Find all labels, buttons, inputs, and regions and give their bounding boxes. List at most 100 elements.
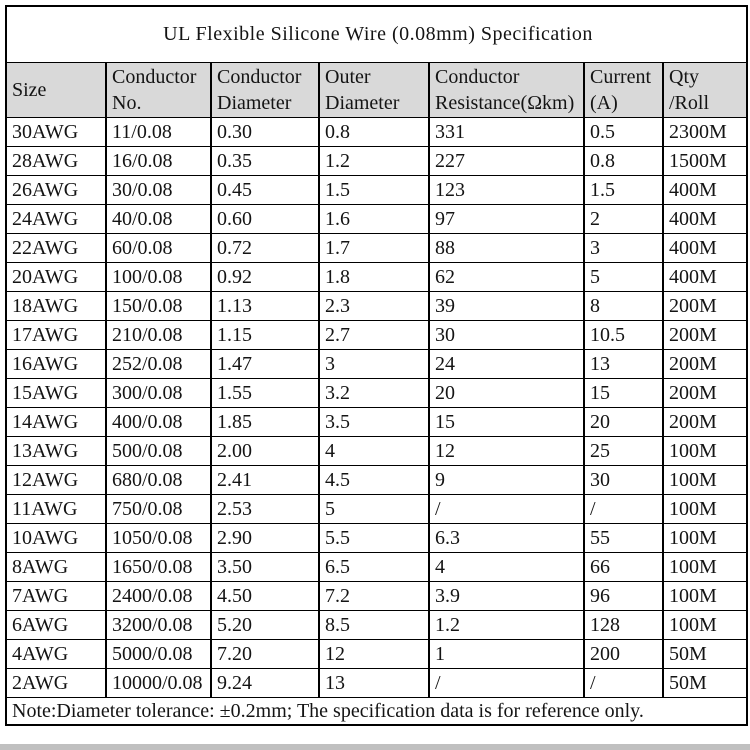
cell-qty-roll: 100M <box>661 523 749 553</box>
cell-outer-diameter: 8.5 <box>318 610 430 640</box>
cell-qty-roll: 100M <box>661 552 749 582</box>
cell-conductor-no: 252/0.08 <box>105 349 212 379</box>
cell-current: 25 <box>583 436 664 466</box>
cell-qty-roll: 1500M <box>661 146 749 176</box>
table-row: 10AWG 1050/0.08 2.90 5.5 6.3 55 100M <box>5 523 749 553</box>
cell-outer-diameter: 4.5 <box>318 465 430 495</box>
cell-outer-diameter: 2.7 <box>318 320 430 350</box>
cell-size: 13AWG <box>5 436 107 466</box>
cell-conductor-diameter: 2.00 <box>210 436 320 466</box>
cell-conductor-diameter: 1.47 <box>210 349 320 379</box>
cell-conductor-resistance: 6.3 <box>428 523 585 553</box>
cell-conductor-no: 680/0.08 <box>105 465 212 495</box>
cell-conductor-diameter: 2.90 <box>210 523 320 553</box>
cell-conductor-no: 11/0.08 <box>105 117 212 147</box>
cell-conductor-diameter: 1.55 <box>210 378 320 408</box>
cell-conductor-resistance: 20 <box>428 378 585 408</box>
cell-current: 10.5 <box>583 320 664 350</box>
table-row: 28AWG 16/0.08 0.35 1.2 227 0.8 1500M <box>5 146 749 176</box>
cell-current: 0.8 <box>583 146 664 176</box>
bottom-strip <box>0 744 750 750</box>
cell-qty-roll: 400M <box>661 233 749 263</box>
header-cell-qty-roll: Qty/Roll <box>661 62 749 118</box>
header-cell-current: Current (A) <box>583 62 664 118</box>
cell-qty-roll: 200M <box>661 407 749 437</box>
cell-conductor-diameter: 1.15 <box>210 320 320 350</box>
header-cell-conductor-no: Conductor No. <box>105 62 212 118</box>
cell-outer-diameter: 4 <box>318 436 430 466</box>
spec-table: UL Flexible Silicone Wire (0.08mm) Speci… <box>4 5 749 726</box>
cell-conductor-no: 500/0.08 <box>105 436 212 466</box>
cell-conductor-no: 3200/0.08 <box>105 610 212 640</box>
cell-conductor-resistance: 123 <box>428 175 585 205</box>
table-row: 16AWG 252/0.08 1.47 3 24 13 200M <box>5 349 749 379</box>
cell-qty-roll: 100M <box>661 465 749 495</box>
cell-size: 28AWG <box>5 146 107 176</box>
note-text: Note:Diameter tolerance: ±0.2mm; The spe… <box>4 697 749 726</box>
table-row: 12AWG 680/0.08 2.41 4.5 9 30 100M <box>5 465 749 495</box>
cell-current: 96 <box>583 581 664 611</box>
cell-current: / <box>583 494 664 524</box>
cell-conductor-no: 300/0.08 <box>105 378 212 408</box>
cell-size: 17AWG <box>5 320 107 350</box>
cell-conductor-resistance: 62 <box>428 262 585 292</box>
cell-conductor-diameter: 1.13 <box>210 291 320 321</box>
cell-outer-diameter: 13 <box>318 668 430 698</box>
cell-conductor-no: 16/0.08 <box>105 146 212 176</box>
cell-current: 8 <box>583 291 664 321</box>
cell-outer-diameter: 1.7 <box>318 233 430 263</box>
title-row: UL Flexible Silicone Wire (0.08mm) Speci… <box>4 5 749 63</box>
cell-outer-diameter: 1.5 <box>318 175 430 205</box>
cell-outer-diameter: 12 <box>318 639 430 669</box>
cell-conductor-resistance: 24 <box>428 349 585 379</box>
cell-conductor-diameter: 0.35 <box>210 146 320 176</box>
cell-outer-diameter: 0.8 <box>318 117 430 147</box>
table-row: 2AWG 10000/0.08 9.24 13//50M <box>5 668 749 698</box>
cell-current: 200 <box>583 639 664 669</box>
cell-qty-roll: 100M <box>661 436 749 466</box>
table-row: 26AWG 30/0.08 0.45 1.5 123 1.5 400M <box>5 175 749 205</box>
cell-current: 2 <box>583 204 664 234</box>
cell-current: 20 <box>583 407 664 437</box>
cell-conductor-diameter: 1.85 <box>210 407 320 437</box>
cell-conductor-no: 60/0.08 <box>105 233 212 263</box>
table-row: 18AWG 150/0.08 1.13 2.3 39 8 200M <box>5 291 749 321</box>
cell-conductor-resistance: / <box>428 494 585 524</box>
cell-conductor-diameter: 2.41 <box>210 465 320 495</box>
cell-outer-diameter: 3.5 <box>318 407 430 437</box>
cell-current: 1.5 <box>583 175 664 205</box>
cell-qty-roll: 400M <box>661 262 749 292</box>
cell-conductor-no: 10000/0.08 <box>105 668 212 698</box>
cell-conductor-resistance: 4 <box>428 552 585 582</box>
cell-qty-roll: 200M <box>661 378 749 408</box>
cell-outer-diameter: 1.2 <box>318 146 430 176</box>
cell-outer-diameter: 5.5 <box>318 523 430 553</box>
cell-conductor-resistance: 30 <box>428 320 585 350</box>
cell-outer-diameter: 5 <box>318 494 430 524</box>
cell-conductor-diameter: 0.60 <box>210 204 320 234</box>
cell-outer-diameter: 2.3 <box>318 291 430 321</box>
cell-qty-roll: 200M <box>661 291 749 321</box>
cell-outer-diameter: 3.2 <box>318 378 430 408</box>
table-row: 8AWG 1650/0.08 3.50 6.5 4 66 100M <box>5 552 749 582</box>
cell-conductor-no: 750/0.08 <box>105 494 212 524</box>
table-row: 24AWG 40/0.08 0.60 1.6 97 2 400M <box>5 204 749 234</box>
table-row: 6AWG 3200/0.08 5.20 8.5 1.2 128 100M <box>5 610 749 640</box>
cell-current: 55 <box>583 523 664 553</box>
cell-conductor-resistance: 1 <box>428 639 585 669</box>
header-cell-outer-diameter: Outer Diameter <box>318 62 430 118</box>
cell-size: 10AWG <box>5 523 107 553</box>
cell-conductor-diameter: 4.50 <box>210 581 320 611</box>
table-row: 13AWG 500/0.08 2.00 4 12 25 100M <box>5 436 749 466</box>
cell-size: 30AWG <box>5 117 107 147</box>
cell-conductor-resistance: 1.2 <box>428 610 585 640</box>
header-row: Size Conductor No. Conductor Diameter Outer Di… <box>5 62 749 118</box>
cell-current: 66 <box>583 552 664 582</box>
cell-current: 30 <box>583 465 664 495</box>
cell-conductor-no: 400/0.08 <box>105 407 212 437</box>
cell-current: 13 <box>583 349 664 379</box>
cell-outer-diameter: 7.2 <box>318 581 430 611</box>
cell-conductor-diameter: 7.20 <box>210 639 320 669</box>
cell-conductor-no: 150/0.08 <box>105 291 212 321</box>
